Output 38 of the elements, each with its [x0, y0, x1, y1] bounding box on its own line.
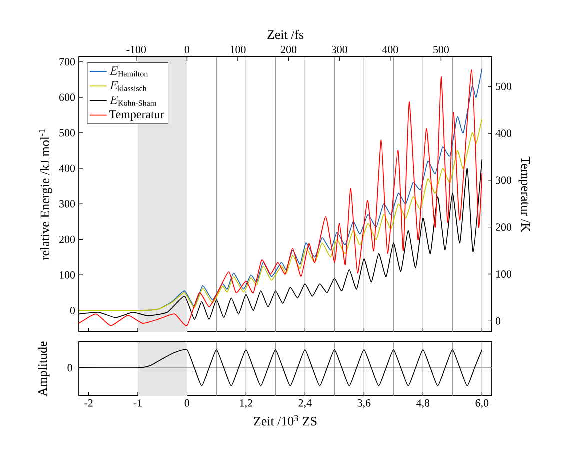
x-axis-title: Zeit /10$^{3}$ ZS [254, 415, 317, 426]
x-tick-label: -1 [134, 400, 142, 407]
y2-tick-label: 100 [496, 270, 512, 278]
y2-tick-label: 400 [496, 130, 512, 138]
y2-tick-label: 500 [496, 82, 512, 90]
y2-tick-label: 0 [496, 318, 501, 325]
x-tick-label: 3,6 [358, 400, 371, 408]
legend-label: $E_{\mathrm{Hamilton}}$ [110, 66, 148, 77]
x2-tick-label: 400 [382, 46, 398, 54]
y-tick-label: 600 [60, 94, 76, 102]
x2-tick-label: 0 [184, 46, 190, 54]
x-tick-label: 0 [184, 400, 190, 407]
y-axis-title: Amplitude [38, 342, 50, 397]
legend-label: $E_{\mathrm{Kohn\text{-}Sham}}$ [110, 96, 156, 106]
legend-label: $E_{\mathrm{klassisch}}$ [110, 81, 147, 92]
y-tick-label: 500 [60, 129, 76, 137]
x-tick-label: -2 [84, 400, 93, 407]
x-tick-label: 6,0 [476, 400, 489, 408]
x2-tick-label: -100 [126, 46, 146, 54]
y2-tick-label: 200 [496, 224, 512, 232]
y-tick-label: 100 [60, 271, 76, 279]
y-tick-label: 0 [70, 306, 76, 314]
x-tick-label: 4,8 [416, 400, 430, 408]
y-tick-label: 200 [60, 236, 76, 244]
y2-tick-label: 300 [496, 176, 512, 184]
x2-tick-label: 100 [230, 46, 246, 54]
x2-tick-label: 200 [281, 46, 297, 54]
y2-axis-title: Temperatur /K [518, 156, 530, 232]
x2-tick-label: 300 [332, 46, 348, 54]
y-tick-label: 700 [60, 58, 76, 66]
y-tick-label: 400 [59, 164, 76, 172]
x-tick-label: 2,4 [298, 400, 312, 408]
x2-axis-title: Zeit /fs [268, 30, 304, 40]
x-tick-label: 1,2 [240, 400, 252, 408]
legend-label: Temperatur [110, 110, 164, 121]
y-axis-title: relative Energie /kJ mol$^{-1}$ [39, 130, 52, 260]
x2-tick-label: 500 [434, 46, 450, 54]
y-tick-label: 300 [60, 200, 76, 208]
